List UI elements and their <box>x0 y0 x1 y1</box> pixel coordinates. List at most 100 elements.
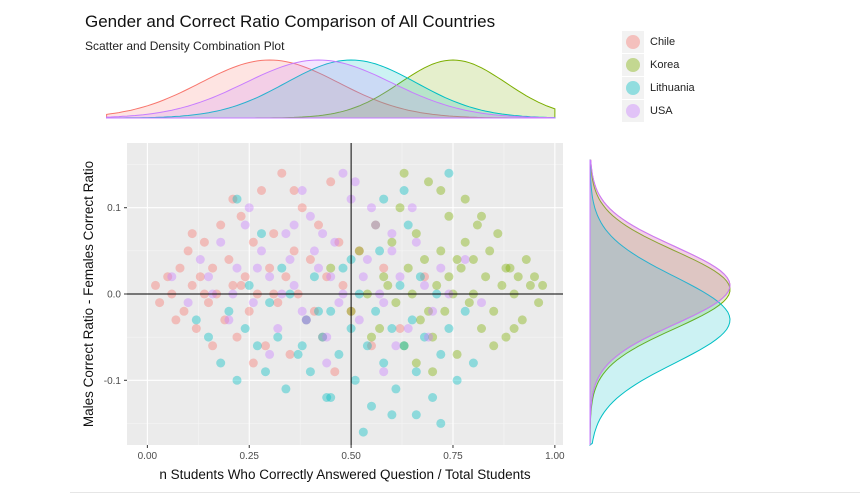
data-point <box>477 298 486 308</box>
data-point <box>334 349 344 359</box>
x-tick-label: 0.50 <box>341 451 361 462</box>
legend-key <box>622 30 644 53</box>
data-point <box>265 263 275 273</box>
data-point <box>199 237 209 247</box>
data-point <box>301 315 311 325</box>
y-tick-label: 0.1 <box>107 203 121 214</box>
data-point <box>232 375 242 385</box>
data-point <box>493 229 503 239</box>
data-point <box>322 332 332 342</box>
data-point <box>424 306 433 316</box>
data-point <box>195 272 205 282</box>
data-point <box>334 237 344 247</box>
data-point <box>387 324 397 333</box>
data-point <box>330 367 340 377</box>
data-point <box>481 272 491 282</box>
density-curve-top <box>106 59 556 119</box>
data-point <box>301 315 311 325</box>
data-point <box>367 332 376 342</box>
data-point <box>371 220 381 230</box>
data-point <box>497 280 507 290</box>
data-point <box>391 298 401 308</box>
data-point <box>224 306 234 316</box>
data-point <box>403 324 413 333</box>
data-point <box>265 298 275 308</box>
data-point <box>326 272 336 282</box>
data-point <box>183 298 193 308</box>
y-tick-label: 0.0 <box>107 290 121 301</box>
data-point <box>501 332 511 342</box>
data-point <box>252 263 262 273</box>
data-point <box>509 324 519 333</box>
right-density-plot <box>589 159 731 446</box>
data-point <box>411 410 421 420</box>
data-point <box>269 229 279 239</box>
data-point <box>285 255 295 264</box>
data-point <box>232 263 242 273</box>
data-point <box>326 263 336 273</box>
data-point <box>420 332 429 342</box>
data-point <box>468 358 478 368</box>
data-point <box>309 246 319 256</box>
data-point <box>477 211 486 221</box>
data-point <box>318 332 328 342</box>
data-point <box>354 246 364 256</box>
data-point <box>420 255 429 264</box>
data-point <box>265 349 275 359</box>
legend-key <box>622 53 644 76</box>
data-point <box>420 280 429 290</box>
data-point <box>281 384 291 394</box>
data-point <box>367 341 376 351</box>
data-point <box>334 298 344 308</box>
data-point <box>244 306 254 316</box>
data-point <box>151 280 160 290</box>
data-point <box>387 410 397 420</box>
data-point <box>358 427 368 437</box>
data-point <box>273 332 283 342</box>
divider <box>70 492 860 493</box>
data-point <box>362 255 372 264</box>
data-point <box>460 194 470 204</box>
data-point <box>338 280 348 290</box>
data-point <box>273 324 283 333</box>
data-point <box>362 341 372 351</box>
data-point <box>191 315 201 325</box>
legend-item-chile: Chile <box>622 30 695 53</box>
data-point <box>240 324 250 333</box>
data-point <box>187 229 197 239</box>
data-point <box>452 375 462 385</box>
data-point <box>415 272 425 282</box>
data-point <box>252 341 262 351</box>
data-point <box>330 237 340 247</box>
data-point <box>436 186 446 195</box>
data-point <box>371 306 381 316</box>
data-point <box>530 272 539 282</box>
data-point <box>297 306 307 316</box>
data-point <box>326 177 336 187</box>
data-point <box>505 263 515 273</box>
legend-item-korea: Korea <box>622 53 695 76</box>
data-point <box>208 341 218 351</box>
data-point <box>424 332 433 342</box>
data-point <box>399 186 409 195</box>
data-point <box>420 272 429 282</box>
density-curve-right <box>589 159 731 446</box>
top-density-plot <box>105 59 556 119</box>
data-point <box>513 272 523 282</box>
legend-label: Lithuania <box>650 81 695 94</box>
data-point <box>257 229 266 239</box>
data-point <box>411 229 421 239</box>
data-point <box>281 272 291 282</box>
data-point <box>338 168 348 178</box>
data-point <box>464 298 474 308</box>
y-axis-label: Males Correct Ratio - Females Correct Ra… <box>81 161 96 427</box>
data-point <box>285 349 295 359</box>
data-point <box>428 332 438 342</box>
data-point <box>232 194 242 204</box>
data-point <box>322 272 332 282</box>
data-point <box>216 220 226 230</box>
legend: Chile Korea Lithuania USA <box>622 30 695 122</box>
chart-subtitle: Scatter and Density Combination Plot <box>85 39 285 53</box>
data-point <box>428 306 438 316</box>
data-point <box>444 272 454 282</box>
